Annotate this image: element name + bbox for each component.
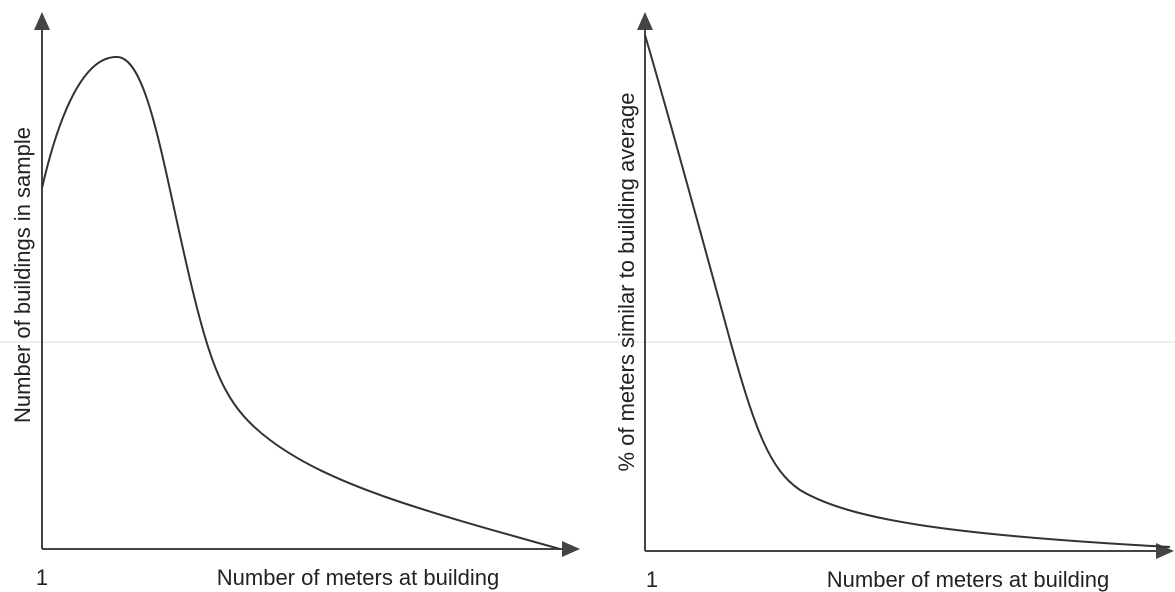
curve bbox=[41, 55, 561, 550]
curve bbox=[644, 34, 1171, 548]
origin-label: 1 bbox=[646, 567, 658, 592]
left-panel: 1 Number of meters at building Number of… bbox=[10, 12, 580, 590]
x-axis-label: Number of meters at building bbox=[217, 565, 499, 590]
x-axis-label: Number of meters at building bbox=[827, 567, 1109, 592]
right-panel: 1 Number of meters at building % of mete… bbox=[614, 12, 1174, 592]
y-axis-label: Number of buildings in sample bbox=[10, 127, 35, 423]
y-axis-label: % of meters similar to building average bbox=[614, 92, 639, 471]
origin-label: 1 bbox=[36, 565, 48, 590]
